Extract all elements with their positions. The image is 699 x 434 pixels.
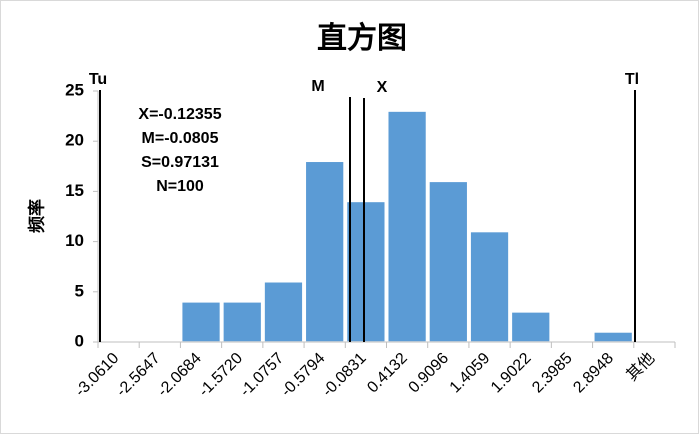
bar bbox=[222, 301, 263, 343]
y-tick-label: 20 bbox=[65, 131, 84, 150]
stats-text: X=-0.12355 bbox=[138, 106, 221, 123]
bar bbox=[428, 180, 469, 343]
bar bbox=[180, 301, 222, 343]
stats-text: N=100 bbox=[156, 178, 204, 195]
bar bbox=[386, 110, 428, 343]
stats-text: S=0.97131 bbox=[141, 154, 219, 171]
y-tick-label: 5 bbox=[75, 281, 84, 300]
stats-text: M=-0.0805 bbox=[142, 130, 219, 147]
y-tick-label: 10 bbox=[65, 231, 84, 250]
bar bbox=[345, 200, 387, 343]
bar bbox=[593, 331, 634, 343]
chart-title: 直方图 bbox=[317, 21, 407, 55]
y-tick-label: 15 bbox=[65, 181, 84, 200]
bar bbox=[469, 230, 510, 343]
annotation-label: Tu bbox=[89, 71, 107, 88]
y-tick-label: 25 bbox=[65, 80, 84, 99]
annotation-label: X bbox=[377, 79, 388, 96]
annotation-label: M bbox=[311, 78, 324, 95]
bar bbox=[304, 160, 345, 343]
annotation-label: Tl bbox=[625, 71, 639, 88]
y-axis-label: 频率 bbox=[26, 199, 46, 233]
bar bbox=[510, 311, 551, 343]
y-tick-label: 0 bbox=[75, 331, 84, 350]
bar bbox=[263, 281, 304, 343]
